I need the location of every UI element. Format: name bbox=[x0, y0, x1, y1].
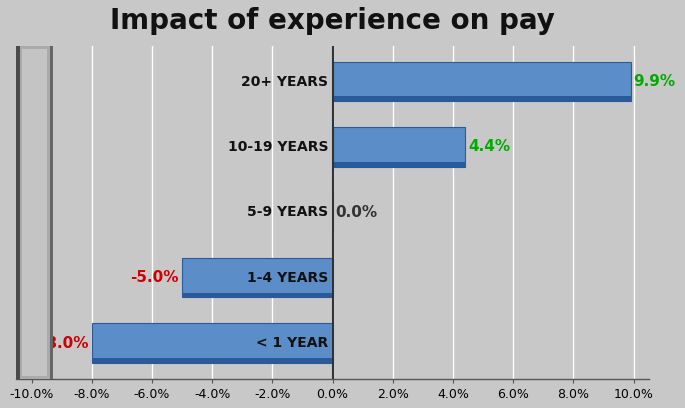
Text: 9.9%: 9.9% bbox=[634, 74, 675, 89]
Bar bbox=[22, 49, 47, 376]
Bar bbox=[332, 62, 630, 101]
Bar bbox=[20, 46, 53, 379]
Title: Impact of experience on pay: Impact of experience on pay bbox=[110, 7, 555, 35]
Bar bbox=[92, 324, 332, 363]
Text: 20+ YEARS: 20+ YEARS bbox=[241, 75, 328, 89]
Text: 1-4 YEARS: 1-4 YEARS bbox=[247, 271, 328, 285]
Text: -5.0%: -5.0% bbox=[131, 270, 179, 285]
Text: 0.0%: 0.0% bbox=[336, 205, 377, 220]
Bar bbox=[182, 293, 332, 297]
Bar bbox=[50, 46, 53, 379]
Bar bbox=[92, 358, 332, 363]
Text: 5-9 YEARS: 5-9 YEARS bbox=[247, 205, 328, 220]
Bar bbox=[332, 162, 465, 166]
Bar bbox=[182, 258, 332, 297]
Bar bbox=[16, 46, 20, 379]
Text: -8.0%: -8.0% bbox=[40, 335, 89, 350]
Bar bbox=[332, 96, 630, 101]
Bar bbox=[332, 127, 465, 166]
Text: 4.4%: 4.4% bbox=[468, 140, 510, 155]
Text: < 1 YEAR: < 1 YEAR bbox=[256, 336, 328, 350]
Text: 10-19 YEARS: 10-19 YEARS bbox=[227, 140, 328, 154]
